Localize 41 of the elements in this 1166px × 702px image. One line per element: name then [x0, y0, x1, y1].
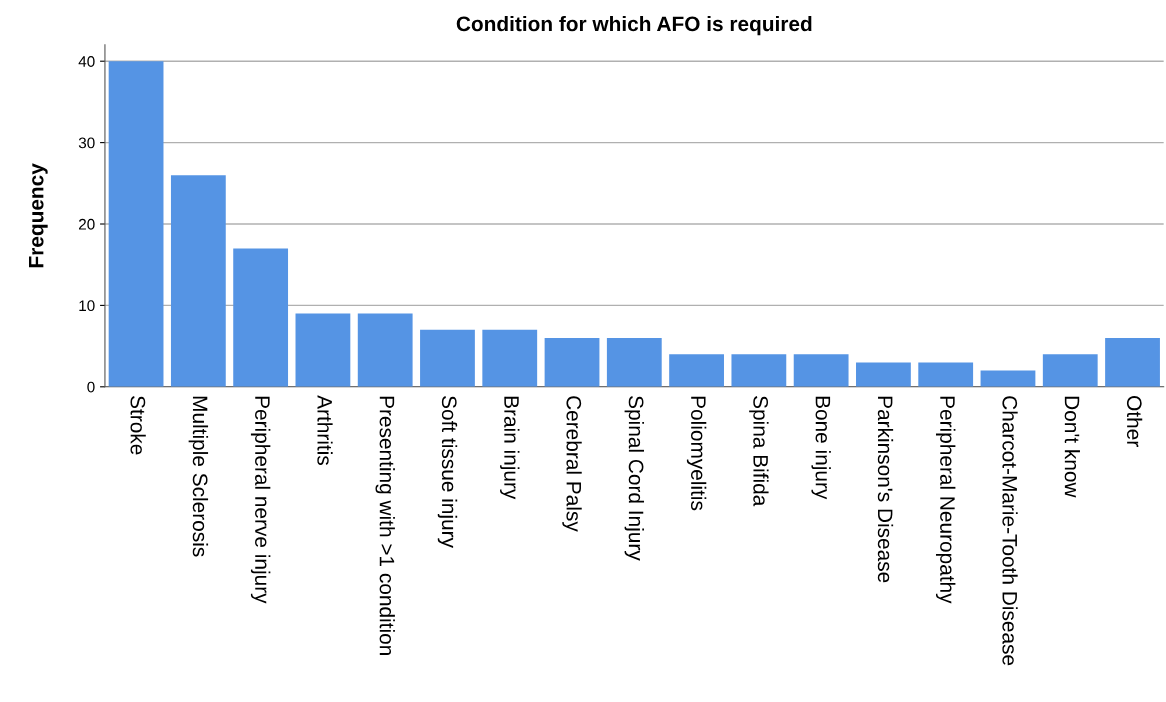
x-tick-label: Bone injury [811, 396, 831, 500]
bar [108, 61, 164, 387]
bar [731, 354, 787, 387]
bar [856, 362, 911, 387]
bar [669, 354, 724, 387]
x-tick-label: Presenting with >1 condition [375, 396, 395, 655]
bar [233, 248, 289, 387]
y-tick-label: 40 [78, 56, 95, 67]
y-tick-label: 10 [79, 300, 95, 312]
bar [1042, 354, 1098, 387]
x-tick-label: Don't know [1064, 396, 1080, 498]
x-tick-label: Charcot-Marie-Tooth Disease [1002, 396, 1018, 666]
y-tick-label: 0 [87, 381, 95, 393]
x-tick-label: Arthritis [317, 395, 333, 465]
x-tick-label: Cerebral Palsy [562, 396, 582, 532]
x-tick-label: Spinal Cord Injury [624, 396, 645, 561]
chart-title: Condition for which AFO is required [456, 15, 812, 36]
bar [544, 337, 600, 387]
x-tick-label: Peripheral Neuropathy [935, 396, 956, 604]
x-tick-label: Multiple Sclerosis [188, 396, 209, 557]
bar [170, 175, 226, 387]
bar [918, 362, 974, 387]
y-tick-label: 30 [78, 137, 95, 149]
x-tick-label: Parkinson's Disease [877, 396, 894, 583]
x-tick-label: Other [1126, 396, 1143, 447]
bar [793, 354, 849, 387]
x-tick-label: Brain injury [500, 396, 520, 500]
x-tick-label: Poliomyelitis [686, 396, 707, 511]
bar [482, 329, 538, 387]
x-tick-label: Soft tissue injury [437, 396, 458, 548]
bar [1105, 337, 1160, 387]
bar [357, 313, 413, 387]
y-tick-label: 20 [78, 218, 95, 230]
x-tick-label: Stroke [130, 396, 146, 455]
bar [295, 313, 351, 387]
x-tick-label: Peripheral nerve injury [250, 396, 271, 604]
x-tick-label: Spina Bifida [749, 396, 769, 507]
y-axis-title: Frequency [29, 163, 48, 268]
bar [420, 329, 475, 387]
bar [606, 337, 662, 387]
bar [980, 370, 1036, 387]
